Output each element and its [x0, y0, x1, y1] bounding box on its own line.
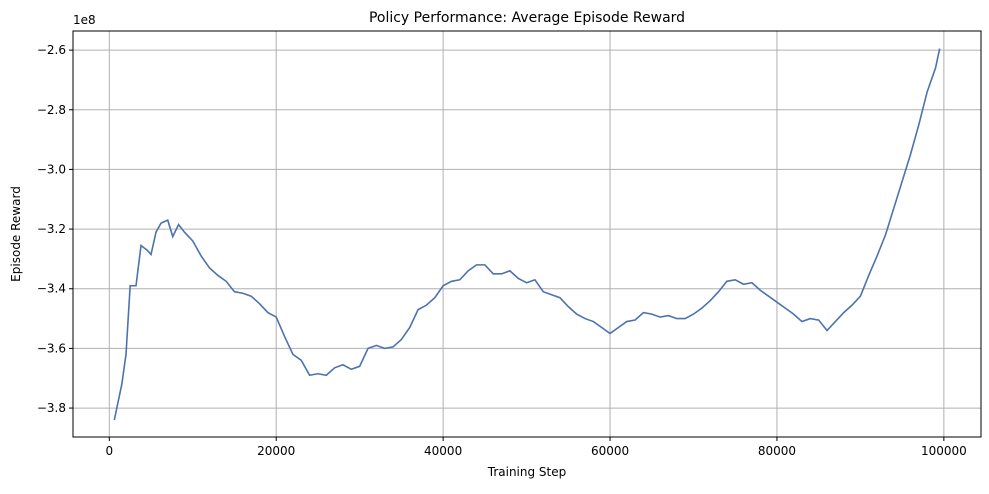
y-tick-label: −3.2: [37, 222, 66, 236]
y-tick-label: −3.8: [37, 401, 66, 415]
y-tick-label: −3.0: [37, 162, 66, 176]
x-tick-label: 0: [105, 444, 113, 458]
chart-title: Policy Performance: Average Episode Rewa…: [369, 10, 685, 26]
x-tick-label: 100000: [921, 444, 967, 458]
line-series: [113, 48, 941, 421]
y-offset-label: 1e8: [73, 13, 96, 27]
plot-frame: [72, 30, 982, 438]
y-axis-label: Episode Reward: [9, 186, 23, 282]
y-tick-label: −3.6: [37, 341, 66, 355]
x-tick-label: 60000: [591, 444, 629, 458]
y-tick-label: −2.8: [37, 103, 66, 117]
x-tick-label: 20000: [257, 444, 295, 458]
y-tick-label: −2.6: [37, 43, 66, 57]
x-axis-label: Training Step: [487, 465, 567, 479]
x-tick-label: 40000: [424, 444, 462, 458]
x-tick-label: 80000: [758, 444, 796, 458]
y-tick-label: −3.4: [37, 282, 66, 296]
